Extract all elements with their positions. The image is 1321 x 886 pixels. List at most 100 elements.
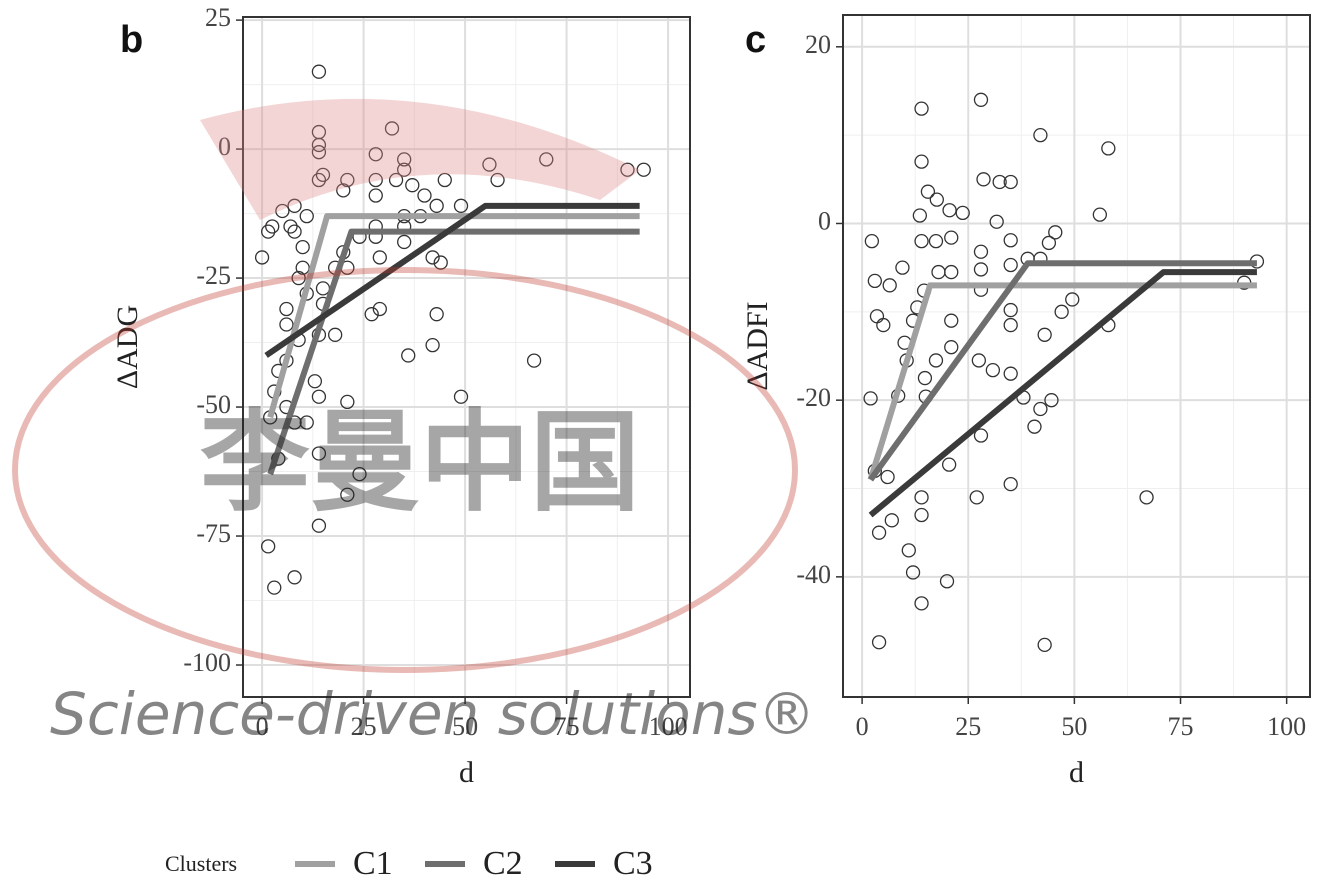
- panel: 0 25 50 75 100 -100 -75 -50 -25 0 25 d ΔADG b: [111, 3, 691, 789]
- point: [992, 174, 1007, 190]
- point: [311, 389, 327, 404]
- watermark: [12, 98, 798, 673]
- legend-label: C1: [353, 845, 393, 882]
- point: [397, 234, 412, 250]
- point: [352, 466, 367, 482]
- watermark-shape: [200, 98, 640, 220]
- point: [1033, 401, 1048, 417]
- point: [340, 487, 355, 502]
- point: [453, 389, 469, 404]
- point: [914, 101, 929, 116]
- point: [397, 152, 412, 167]
- point: [876, 317, 891, 333]
- point: [884, 513, 899, 528]
- point: [1037, 327, 1052, 342]
- point: [1139, 490, 1154, 505]
- point: [944, 230, 959, 245]
- point: [279, 301, 294, 317]
- point: [1092, 207, 1107, 222]
- point: [372, 250, 387, 265]
- point: [429, 198, 444, 213]
- plot-border: [842, 14, 1311, 698]
- point: [340, 172, 355, 188]
- point: [871, 525, 887, 540]
- panel: 0 25 50 75 100 -40 -20 0 20 d ΔADFI c: [741, 14, 1311, 789]
- plot-border: [242, 16, 691, 698]
- fit-line: [868, 269, 1257, 518]
- point: [914, 234, 929, 249]
- point: [384, 121, 400, 136]
- x-tick-label: 100: [649, 712, 688, 741]
- x-tick-label: 50: [452, 712, 478, 741]
- point: [417, 188, 432, 203]
- point: [867, 273, 882, 289]
- point: [299, 415, 314, 430]
- point: [291, 270, 306, 286]
- plots: 0 25 50 75 100 -100 -75 -50 -25 0 25 d ΔADG b 0 25 50 75 1…: [111, 3, 1311, 789]
- point: [989, 214, 1004, 229]
- point: [311, 518, 327, 533]
- point: [928, 353, 944, 368]
- point: [863, 391, 878, 406]
- y-axis-label: ΔADG: [111, 305, 144, 389]
- watermark-globe: [12, 267, 798, 673]
- point: [944, 264, 959, 280]
- point: [917, 370, 933, 386]
- fit-line: [267, 228, 640, 476]
- point: [267, 580, 282, 595]
- point: [336, 183, 351, 198]
- point: [265, 219, 280, 234]
- point: [620, 162, 635, 177]
- point: [973, 244, 989, 259]
- point: [340, 394, 355, 410]
- y-tick-label: -40: [796, 560, 831, 589]
- legend-label: C3: [613, 845, 653, 882]
- point: [299, 209, 314, 224]
- fit-line: [264, 202, 640, 358]
- point: [939, 574, 955, 589]
- point: [941, 457, 957, 472]
- y-axis-label: ΔADFI: [741, 301, 774, 390]
- point: [973, 428, 989, 443]
- point: [882, 278, 897, 293]
- panel-label: c: [745, 19, 766, 61]
- point: [372, 301, 387, 317]
- point: [315, 167, 331, 183]
- point: [453, 198, 469, 213]
- y-tick-label: 25: [205, 3, 231, 32]
- point: [1048, 225, 1063, 240]
- point: [368, 147, 383, 162]
- point: [368, 172, 383, 188]
- point: [311, 64, 327, 79]
- point: [944, 313, 959, 328]
- y-tick-label: -100: [183, 648, 231, 677]
- y-tick-label: -75: [196, 519, 231, 548]
- point: [287, 570, 302, 585]
- point: [295, 260, 310, 275]
- point: [425, 250, 440, 265]
- x-tick-label: 50: [1061, 712, 1087, 741]
- point: [1027, 419, 1042, 434]
- y-tick-label: 0: [218, 132, 231, 161]
- point: [1037, 637, 1052, 653]
- point: [1003, 233, 1018, 248]
- point: [261, 224, 276, 239]
- point: [871, 635, 887, 650]
- point: [482, 157, 497, 172]
- x-tick-label: 75: [554, 712, 580, 741]
- point: [1003, 302, 1018, 318]
- fit-line: [267, 213, 640, 419]
- point: [944, 340, 959, 355]
- point: [920, 184, 936, 199]
- point: [405, 178, 420, 193]
- point: [539, 152, 554, 167]
- point: [1101, 141, 1116, 156]
- point: [864, 234, 880, 249]
- point: [914, 596, 929, 611]
- point: [912, 208, 927, 223]
- point: [1041, 235, 1057, 251]
- point: [425, 337, 440, 353]
- point: [254, 250, 270, 265]
- watermark-en: Science-driven solutions®: [50, 680, 816, 748]
